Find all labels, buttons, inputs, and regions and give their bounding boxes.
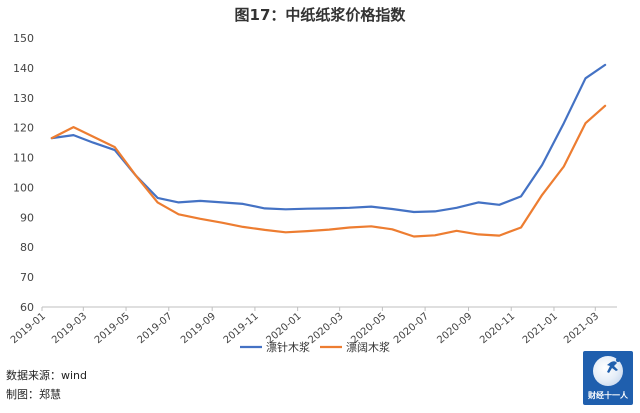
x-tick-label: 2020-09 [435, 311, 474, 346]
y-tick-label: 130 [13, 92, 34, 105]
brand-name: 财经十一人 [588, 391, 628, 400]
x-tick-label: 2020-11 [478, 311, 517, 346]
runner-icon [607, 358, 620, 373]
x-axis: 2019-01 2019-03 2019-05 2019-07 2019-09 2019-… [9, 306, 617, 346]
brand-logo: 财经十一人 [583, 351, 633, 405]
y-tick-label: 120 [13, 122, 34, 135]
x-tick-label: 2019-07 [136, 311, 175, 346]
y-tick-label: 150 [13, 32, 34, 45]
legend-label-2: 漂阔木浆 [346, 340, 390, 354]
x-tick-label: 2020-07 [392, 311, 431, 346]
x-tick-label: 2019-11 [222, 311, 261, 346]
y-tick-label: 140 [13, 62, 34, 75]
x-tick-label: 2020-03 [306, 311, 345, 346]
y-tick-label: 60 [20, 301, 34, 314]
series-line-2 [50, 104, 607, 238]
series-line-1 [50, 63, 607, 214]
x-tick-label: 2021-01 [521, 311, 560, 346]
x-tick-label: 2019-05 [93, 311, 132, 346]
x-tick-label: 2019-03 [50, 311, 89, 346]
y-tick-label: 100 [13, 181, 34, 194]
y-tick-label: 70 [20, 271, 34, 284]
data-source-note: 数据来源：wind [6, 369, 88, 382]
y-tick-label: 90 [20, 211, 34, 224]
y-tick-label: 80 [20, 241, 34, 254]
chart-author-note: 制图：郑慧 [6, 388, 61, 401]
y-tick-label: 110 [13, 152, 34, 165]
chart-title: 图17：中纸纸浆价格指数 [234, 6, 406, 24]
y-axis: 60 70 80 90 100 110 120 130 140 150 [13, 32, 34, 314]
x-tick-label: 2021-03 [562, 311, 601, 346]
series-layer [50, 63, 607, 238]
x-tick-label: 2019-09 [179, 311, 218, 346]
legend: 漂针木浆 漂阔木浆 [240, 340, 390, 354]
x-tick-label: 2019-01 [9, 311, 48, 346]
legend-label-1: 漂针木浆 [266, 340, 310, 354]
